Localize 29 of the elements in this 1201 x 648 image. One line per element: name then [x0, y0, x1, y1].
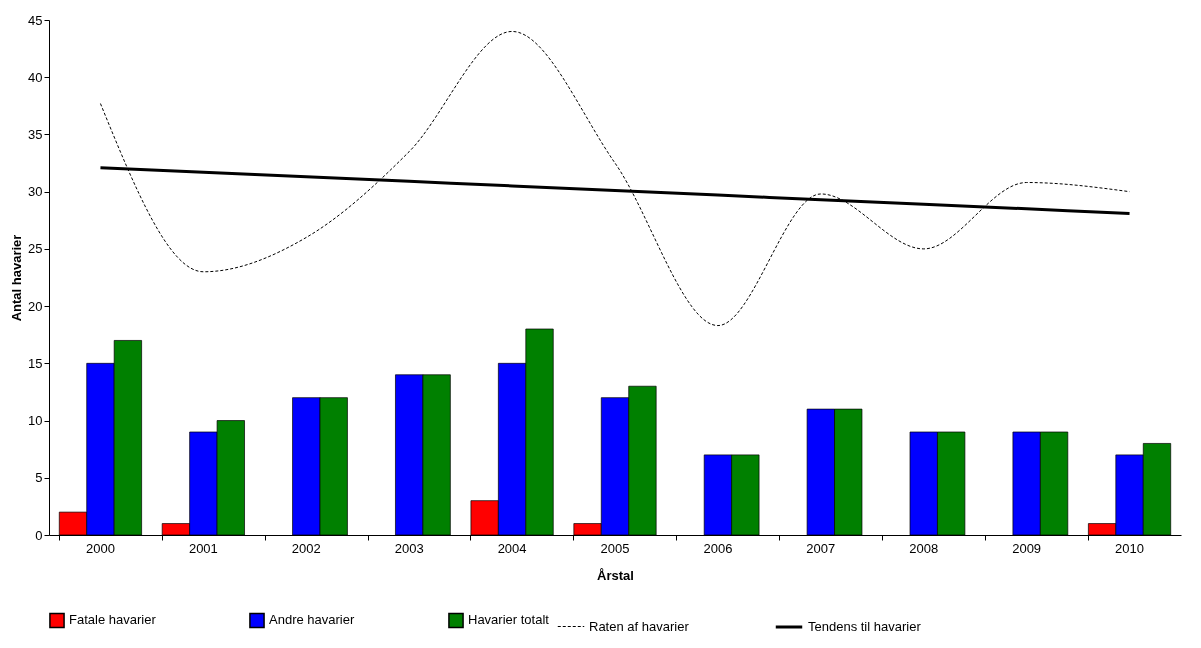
legend-label: Fatale havarier	[69, 612, 157, 628]
x-tick-label: 2005	[600, 540, 630, 556]
x-axis-title: Årstal	[597, 567, 634, 583]
x-tick-label: 2010	[1115, 540, 1145, 556]
y-tick-label: 40	[28, 69, 43, 85]
line-series	[99, 30, 1131, 327]
x-tick-label: 2004	[497, 540, 527, 556]
x-tick-label: 2002	[291, 540, 321, 556]
y-tick-label: 25	[28, 241, 43, 257]
legend-label: Havarier totalt	[468, 612, 550, 628]
legend-label: Raten af havarier	[589, 618, 690, 634]
y-tick-label: 10	[28, 413, 43, 429]
y-tick-label: 45	[28, 12, 43, 28]
y-tick-label: 5	[35, 470, 43, 486]
x-tick-label: 2007	[806, 540, 836, 556]
y-tick-label: 20	[28, 298, 43, 314]
x-tick-label: 2006	[703, 540, 733, 556]
x-tick-label: 2009	[1012, 540, 1042, 556]
y-axis-title: Antal havarier	[9, 234, 25, 322]
x-tick-label: 2008	[909, 540, 939, 556]
x-tick-label: 2000	[85, 540, 115, 556]
legend-label: Tendens til havarier	[808, 619, 922, 634]
legend-label: Andre havarier	[269, 612, 355, 628]
x-tick-label: 2001	[188, 540, 218, 556]
y-tick-label: 30	[28, 184, 43, 200]
x-tick-label: 2003	[394, 540, 424, 556]
y-tick-label: 15	[28, 355, 43, 371]
y-tick-label: 35	[28, 126, 43, 142]
y-tick-label: 0	[35, 527, 43, 543]
